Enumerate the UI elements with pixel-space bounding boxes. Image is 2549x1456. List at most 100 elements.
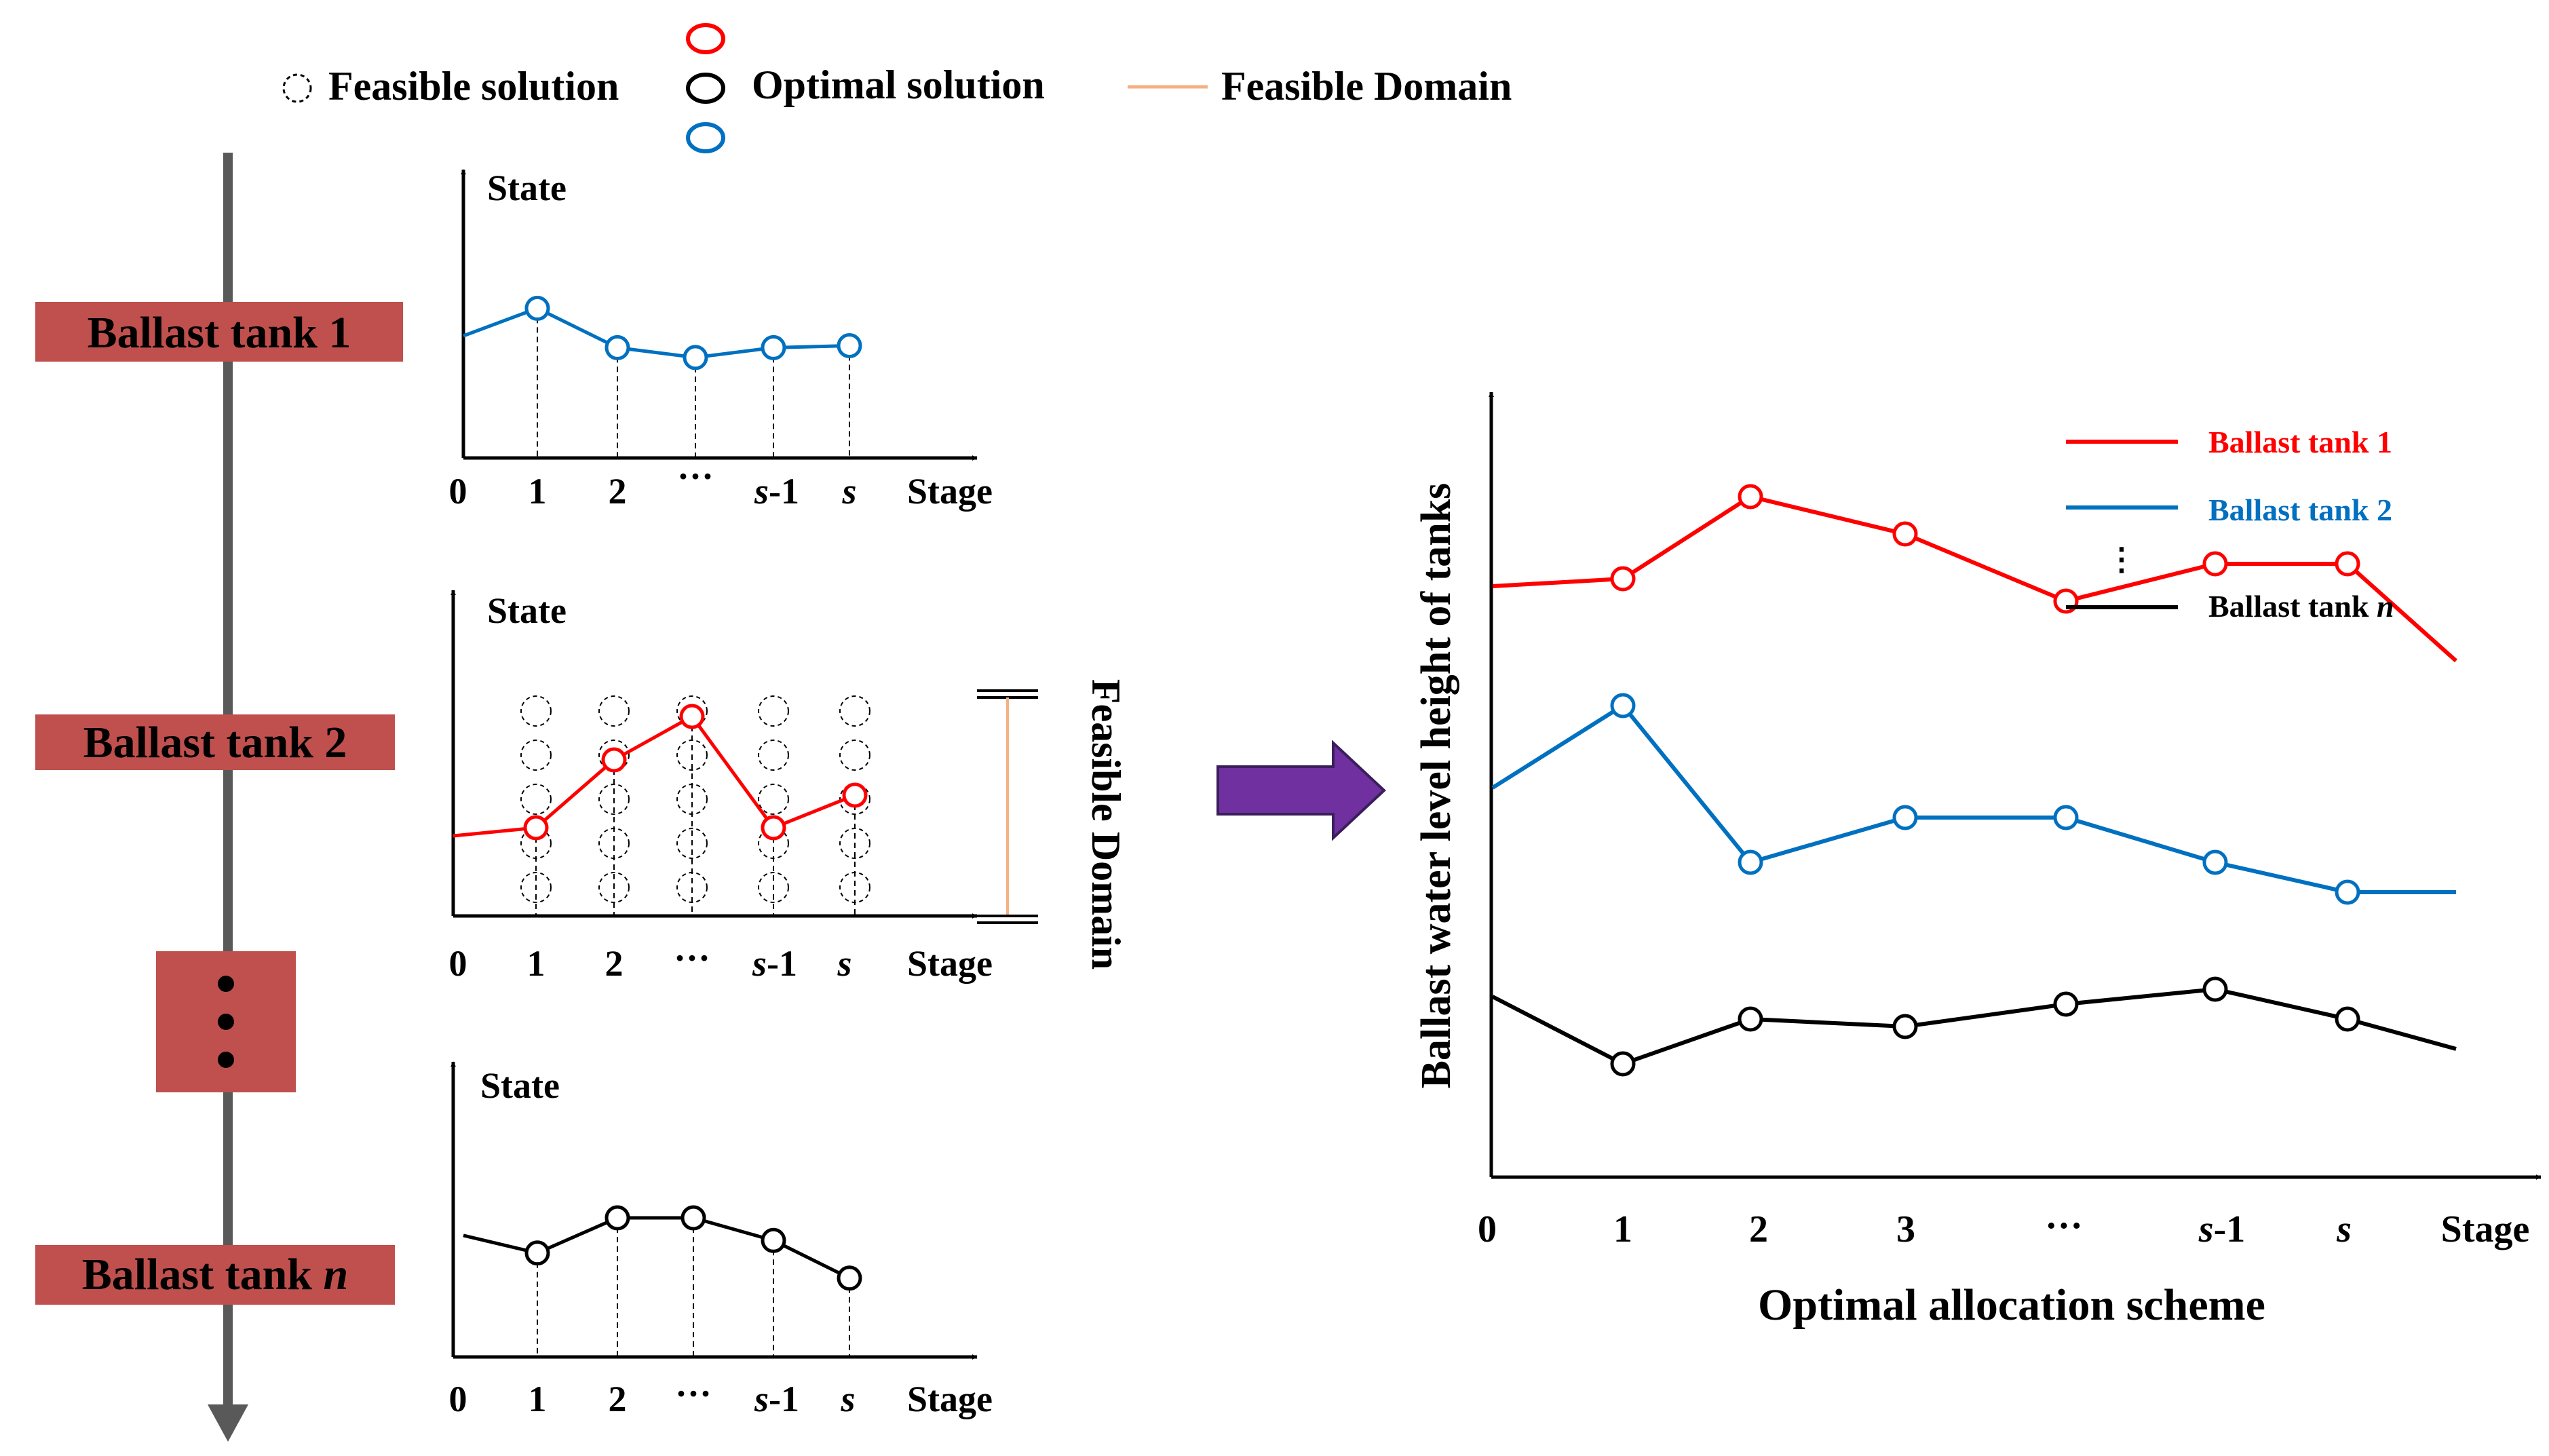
chart1-point-5 xyxy=(837,333,862,358)
chart-tank-n: State Stage 0 1 2 ··· s-1 s xyxy=(449,1061,993,1419)
feasible-domain-legend-label: Feasible Domain xyxy=(1221,64,1512,109)
big-legend-tankn-label: Ballast tank n xyxy=(2208,589,2394,624)
chart2-feasible-state-2-4 xyxy=(598,695,630,727)
chartn-tick-s: s xyxy=(840,1379,855,1419)
feasible-domain-bracket: Feasible Domain xyxy=(977,679,1128,970)
chart2-feasible-state-1-4 xyxy=(520,695,552,727)
transition-arrow xyxy=(1216,740,1386,841)
tank-n-label: Ballast tank n xyxy=(82,1250,348,1299)
chartn-tick-0: 0 xyxy=(449,1379,467,1419)
chart2-tick-ellipsis: ··· xyxy=(674,938,710,978)
chart-optimal-allocation: Ballast water level height of tanks Opti… xyxy=(1413,391,2542,1330)
big-tick-stage: Stage xyxy=(2441,1208,2530,1250)
feasible-solution-legend-icon xyxy=(282,73,312,103)
big-legend-ellipsis: ⋮ xyxy=(2106,542,2137,577)
chart2-x-label: Stage xyxy=(907,943,993,984)
big-series-0-point-2 xyxy=(1738,484,1763,510)
top-legend: Feasible solution Optimal solution Feasi… xyxy=(282,23,1512,153)
big-series-2-point-3 xyxy=(1892,1014,1918,1039)
chartn-point-4 xyxy=(761,1227,786,1253)
chart2-series-line xyxy=(453,714,856,838)
big-ticks: 0 1 2 3 ··· s-1 s Stage xyxy=(1478,1205,2529,1250)
big-series-line-2 xyxy=(1491,986,2457,1067)
big-series-0-point-1 xyxy=(1610,566,1636,592)
chart-tank-2: State Stage 0 1 2 ··· s-1 s Feasible Dom… xyxy=(449,590,1128,984)
optimal-red-legend-icon xyxy=(686,23,725,54)
chart2-feasible-state-5-0 xyxy=(839,872,870,903)
chart1-series xyxy=(463,295,862,370)
chart2-tick-s: s xyxy=(837,943,851,984)
tank-n-box xyxy=(35,1245,395,1305)
chart1-point-1 xyxy=(524,295,550,321)
big-series-0-point-6 xyxy=(2335,551,2360,577)
chart1-point-2 xyxy=(605,334,630,360)
chart1-y-label: State xyxy=(487,168,567,208)
chartn-tick-ellipsis: ··· xyxy=(675,1373,712,1414)
chart1-tick-s-minus-1: s-1 xyxy=(754,471,799,512)
chart2-feasible-state-4-0 xyxy=(758,872,789,903)
big-tick-s: s xyxy=(2336,1208,2352,1250)
chart2-feasible-state-2-2 xyxy=(598,784,630,815)
big-series-2-point-4 xyxy=(2053,991,2079,1017)
chartn-series xyxy=(463,1205,862,1291)
big-tick-1: 1 xyxy=(1613,1208,1632,1250)
ellipsis-dot-2 xyxy=(218,1014,234,1030)
optimal-solution-legend-label: Optimal solution xyxy=(752,62,1045,107)
chart2-feasible-state-5-3 xyxy=(839,740,870,771)
chartn-tick-2: 2 xyxy=(609,1379,627,1419)
chartn-tick-s-minus-1: s-1 xyxy=(754,1379,799,1419)
ellipsis-dot-3 xyxy=(218,1052,234,1068)
chart2-point-5 xyxy=(842,782,868,808)
chart1-x-label: Stage xyxy=(907,471,993,512)
chart2-ticks: 0 1 2 ··· s-1 s xyxy=(449,938,852,984)
optimal-black-legend-icon xyxy=(686,73,725,104)
big-series xyxy=(1491,484,2457,1077)
big-series-1-point-5 xyxy=(2202,849,2228,875)
chart2-feasible-state-4-4 xyxy=(758,695,789,727)
chart2-feasible-state-1-2 xyxy=(520,784,552,815)
chartn-point-3 xyxy=(681,1205,706,1231)
big-tick-2: 2 xyxy=(1749,1208,1768,1250)
big-y-label: Ballast water level height of tanks xyxy=(1413,483,1459,1089)
big-tick-3: 3 xyxy=(1896,1208,1915,1250)
tank-1-label: Ballast tank 1 xyxy=(88,308,351,358)
chartn-tick-1: 1 xyxy=(529,1379,547,1419)
chart2-feasible-state-3-1 xyxy=(676,828,708,859)
big-series-1-point-4 xyxy=(2053,805,2079,830)
feasible-domain-vertical-label: Feasible Domain xyxy=(1084,679,1128,970)
tank-2-label: Ballast tank 2 xyxy=(83,718,347,767)
chart2-tick-2: 2 xyxy=(605,943,624,984)
tank-2-box xyxy=(35,714,395,770)
chart1-guides xyxy=(537,308,850,458)
chart-tank-1: State Stage 0 1 2 ··· s-1 s xyxy=(449,168,993,512)
big-tick-ellipsis: ··· xyxy=(2045,1205,2083,1247)
chart1-tick-2: 2 xyxy=(609,471,627,512)
chart2-feasible-state-5-4 xyxy=(839,695,870,727)
chart2-y-label: State xyxy=(487,590,567,631)
timeline-arrowhead xyxy=(208,1404,248,1442)
big-series-0-point-5 xyxy=(2202,551,2228,577)
chartn-point-5 xyxy=(837,1265,862,1291)
chart1-tick-1: 1 xyxy=(529,471,547,512)
chart2-feasible-state-3-2 xyxy=(676,784,708,815)
chart2-series xyxy=(453,704,868,841)
tank-timeline: Ballast tank 1 Ballast tank 2 Ballast ta… xyxy=(35,153,403,1442)
big-series-1-point-2 xyxy=(1738,849,1763,875)
chartn-ticks: 0 1 2 ··· s-1 s xyxy=(449,1373,856,1419)
chart2-feasible-state-2-1 xyxy=(598,828,630,859)
big-series-2-point-1 xyxy=(1610,1051,1636,1077)
chartn-point-2 xyxy=(605,1205,630,1231)
big-tick-s-minus-1: s-1 xyxy=(2198,1208,2245,1250)
chart1-point-3 xyxy=(683,345,708,370)
feasible-solution-legend-label: Feasible solution xyxy=(328,64,619,109)
big-x-label: Optimal allocation scheme xyxy=(1758,1280,2265,1330)
big-series-1-point-3 xyxy=(1892,805,1918,830)
big-legend: Ballast tank 1 Ballast tank 2 ⋮ Ballast … xyxy=(2066,425,2394,624)
big-tick-0: 0 xyxy=(1478,1208,1497,1250)
chartn-y-label: State xyxy=(480,1065,560,1106)
big-legend-tank2-label: Ballast tank 2 xyxy=(2208,493,2392,527)
chart2-feasible-state-5-1 xyxy=(839,828,870,859)
big-series-2-point-6 xyxy=(2335,1006,2360,1032)
ellipsis-dot-1 xyxy=(218,976,234,992)
